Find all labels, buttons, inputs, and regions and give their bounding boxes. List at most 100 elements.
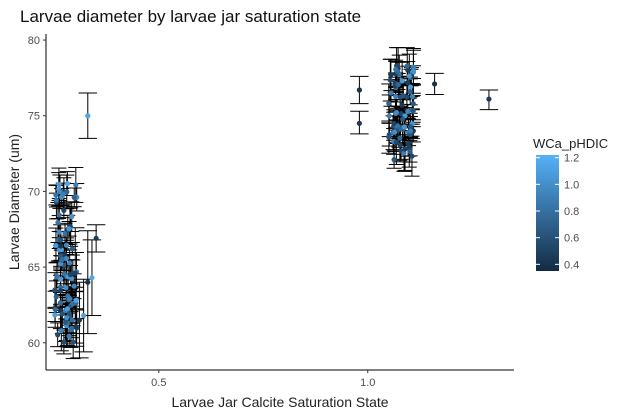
colorbar-tick-label: 0.8 <box>564 206 579 218</box>
data-point <box>63 256 69 262</box>
data-point <box>393 66 399 72</box>
data-point <box>410 68 416 74</box>
data-point <box>57 300 64 306</box>
data-point <box>404 63 410 69</box>
data-point <box>57 288 64 294</box>
data-point <box>407 148 413 154</box>
data-point <box>405 79 411 86</box>
data-point <box>388 90 394 96</box>
colorbar <box>536 155 559 271</box>
data-point <box>76 317 83 323</box>
data-point <box>52 287 58 293</box>
data-point <box>404 94 410 100</box>
data-point <box>61 271 67 277</box>
data-point <box>73 182 79 188</box>
data-point <box>59 257 65 263</box>
data-point <box>53 242 59 249</box>
colorbar-tick-label: 1.0 <box>564 179 579 191</box>
data-point <box>393 139 399 145</box>
y-tick-label: 75 <box>28 111 40 123</box>
data-point <box>405 108 411 114</box>
data-point <box>410 101 416 107</box>
data-point <box>391 120 397 126</box>
data-point <box>64 180 70 187</box>
data-point <box>71 283 77 289</box>
data-point <box>406 73 412 79</box>
data-point <box>56 181 62 187</box>
data-point <box>398 111 404 117</box>
y-tick-label: 65 <box>28 262 40 274</box>
data-point <box>69 246 75 252</box>
data-point <box>59 311 65 317</box>
colorbar-tick-label: 0.6 <box>564 233 579 245</box>
data-point <box>386 113 392 119</box>
data-point <box>61 207 67 214</box>
x-tick-label: 1.0 <box>360 377 375 389</box>
y-axis-ticks: 60 65 70 75 80 <box>28 35 46 350</box>
data-point <box>63 242 70 248</box>
data-point <box>93 235 99 241</box>
data-point <box>397 135 403 141</box>
data-point <box>58 237 64 243</box>
data-point <box>73 297 79 303</box>
data-point <box>486 96 492 102</box>
data-point <box>386 100 392 107</box>
data-point <box>388 72 394 78</box>
data-point <box>356 120 362 126</box>
data-point <box>73 323 79 330</box>
data-point <box>53 294 59 300</box>
data-point <box>54 273 60 279</box>
data-point <box>57 276 64 282</box>
data-point <box>356 87 362 93</box>
colorbar-tick-label: 1.2 <box>564 153 579 165</box>
data-point <box>55 219 61 226</box>
data-point <box>69 317 75 323</box>
data-point <box>53 197 60 203</box>
colorbar-ticks: 0.4 0.6 0.8 1.0 1.2 <box>536 153 579 271</box>
data-point <box>69 214 75 220</box>
data-point <box>409 94 416 100</box>
data-point <box>391 156 397 163</box>
plot-marks <box>47 47 499 360</box>
data-point <box>409 107 415 113</box>
data-point <box>401 124 407 130</box>
data-point <box>81 312 87 319</box>
data-point <box>405 67 411 73</box>
data-point <box>56 212 62 218</box>
colorbar-tick-label: 0.4 <box>564 259 579 271</box>
data-point <box>409 153 415 159</box>
data-point <box>407 124 414 130</box>
data-point <box>69 325 75 331</box>
legend-title: WCa_pHDIC <box>533 136 608 151</box>
data-point <box>63 285 69 291</box>
x-axis-title: Larvae Jar Calcite Saturation State <box>171 394 388 410</box>
data-point <box>61 339 67 345</box>
data-point <box>67 296 73 302</box>
data-point <box>399 78 405 84</box>
data-point <box>71 194 77 200</box>
data-point <box>66 310 72 317</box>
data-point <box>58 243 64 249</box>
data-point <box>85 279 91 285</box>
data-point <box>407 84 414 90</box>
y-tick-label: 60 <box>28 338 40 350</box>
data-point <box>63 315 70 321</box>
x-axis-ticks: 0.5 1.0 <box>151 370 375 389</box>
data-point <box>89 275 95 281</box>
legend: WCa_pHDIC 0.4 0.6 0.8 1.0 1.2 <box>533 136 608 271</box>
data-point <box>60 191 66 197</box>
chart-title: Larvae diameter by larvae jar saturation… <box>20 7 361 26</box>
x-tick-label: 0.5 <box>151 377 166 389</box>
data-point <box>55 332 61 338</box>
data-point <box>62 252 68 258</box>
data-point <box>406 144 412 150</box>
data-point <box>52 312 58 318</box>
data-point <box>72 270 78 276</box>
data-point <box>407 128 414 134</box>
data-point <box>62 230 68 237</box>
data-point <box>66 226 72 232</box>
data-point <box>386 134 392 140</box>
data-point <box>399 102 405 108</box>
y-tick-label: 70 <box>28 186 40 198</box>
data-point <box>64 306 71 312</box>
